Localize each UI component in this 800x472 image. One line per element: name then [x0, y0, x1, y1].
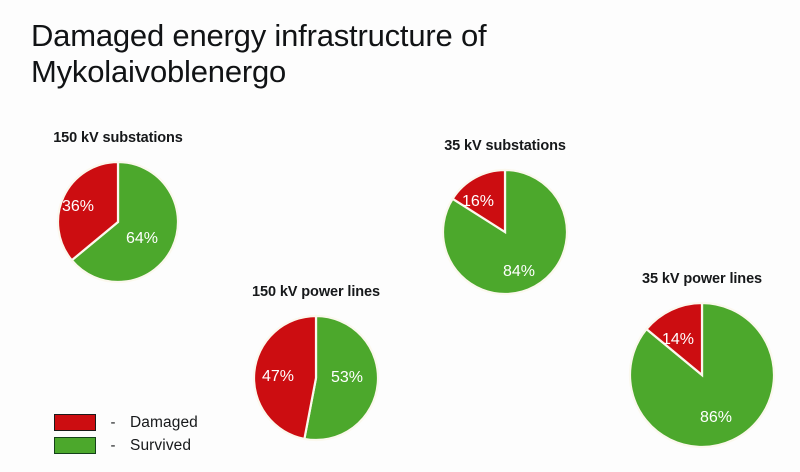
pie-slice-label-survived: 86%: [700, 409, 732, 426]
page-title: Damaged energy infrastructure of Mykolai…: [31, 18, 487, 89]
pie-slice-label-damaged: 14%: [662, 331, 694, 348]
pie-slice-damaged: [252, 314, 318, 441]
legend-label-damaged: Damaged: [130, 413, 198, 431]
pie-chart-1-graphic: 64% 36%: [56, 160, 180, 284]
pie-chart-2-title: 150 kV power lines: [252, 284, 380, 300]
legend-separator-damaged: -: [110, 414, 116, 431]
pie-chart-2-graphic: 53% 47%: [252, 314, 380, 442]
pie-slice-label-survived: 64%: [126, 230, 158, 247]
legend: - Damaged - Survived: [54, 411, 198, 457]
pie-slice-label-damaged: 36%: [62, 198, 94, 215]
legend-item-survived: - Survived: [54, 434, 198, 457]
pie-slice-survived: [628, 301, 776, 449]
legend-item-damaged: - Damaged: [54, 411, 198, 434]
pie-slice-damaged: [451, 168, 507, 235]
pie-chart-3: 35 kV substations 84% 16%: [437, 138, 573, 300]
pie-slice-damaged: [56, 160, 120, 262]
pie-chart-1: 150 kV substations 64% 36%: [52, 130, 184, 288]
pie-chart-3-title: 35 kV substations: [444, 138, 566, 154]
pie-chart-4-graphic: 86% 14%: [628, 301, 776, 449]
legend-swatch-damaged-icon: [54, 414, 96, 431]
pie-chart-1-title: 150 kV substations: [53, 130, 183, 146]
pie-slice-label-survived: 53%: [331, 369, 363, 386]
legend-label-survived: Survived: [130, 436, 192, 454]
pie-slice-label-damaged: 16%: [462, 193, 494, 210]
pie-slice-label-survived: 84%: [503, 263, 535, 280]
pie-slice-survived: [70, 160, 180, 284]
pie-slice-damaged: [644, 301, 704, 378]
pie-slice-survived: [303, 314, 380, 442]
pie-slice-label-damaged: 47%: [262, 368, 294, 385]
pie-chart-4: 35 kV power lines 86% 14%: [624, 271, 780, 453]
pie-chart-4-title: 35 kV power lines: [642, 271, 762, 287]
pie-chart-3-graphic: 84% 16%: [441, 168, 569, 296]
legend-swatch-survived-icon: [54, 437, 96, 454]
legend-separator-survived: -: [110, 437, 116, 454]
pie-chart-2: 150 kV power lines 53% 47%: [248, 284, 384, 446]
